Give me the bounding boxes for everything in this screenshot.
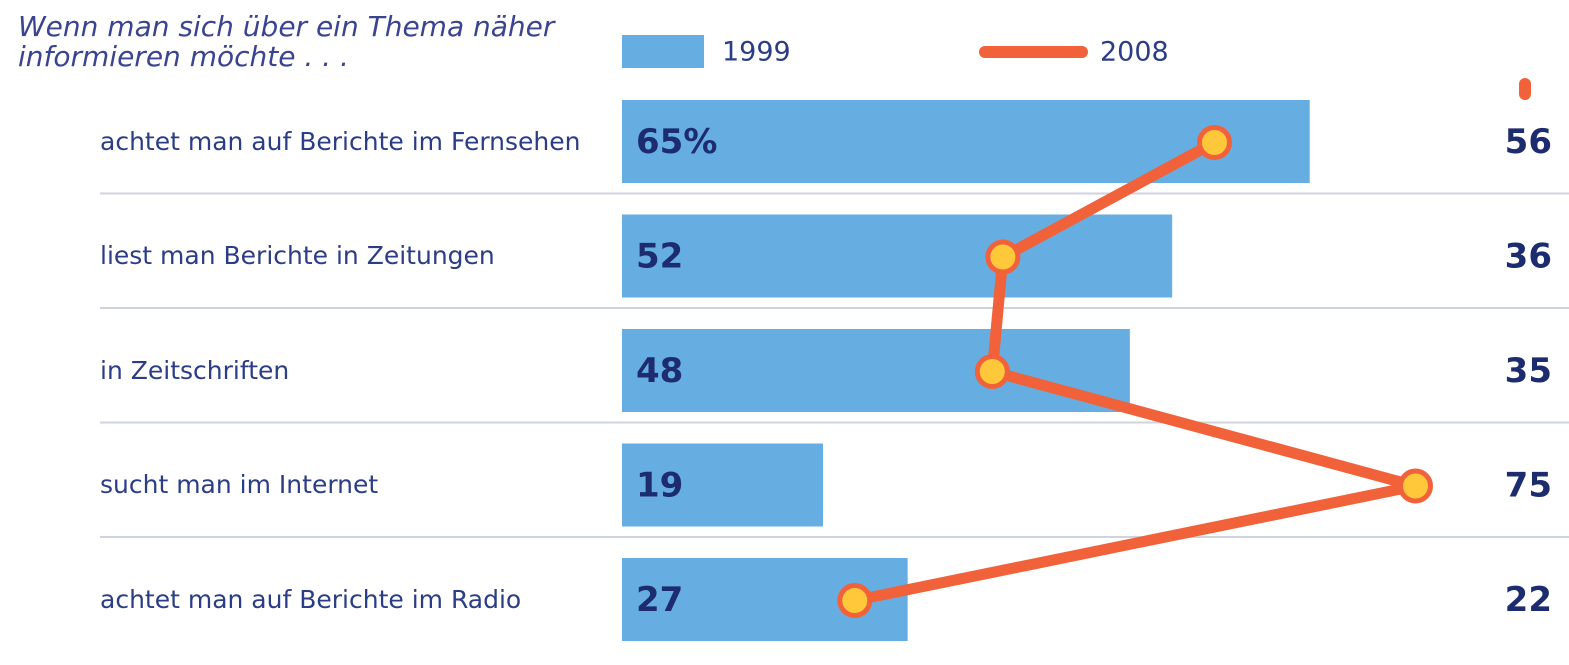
line-marker — [974, 354, 1010, 389]
category-label: in Zeitschriften — [100, 355, 290, 385]
value-label: 56 — [1505, 122, 1552, 162]
chart-title: Wenn man sich über ein Thema näher infor… — [18, 10, 555, 73]
bar — [622, 443, 824, 527]
legend-label: 2008 — [1100, 37, 1169, 68]
value-label: 27 — [636, 580, 683, 620]
value-label: 48 — [636, 351, 683, 391]
line-marker — [1196, 125, 1232, 160]
category-label: sucht man im Internet — [100, 470, 379, 499]
line-marker — [1398, 468, 1433, 504]
value-label: 22 — [1505, 580, 1552, 620]
value-label: 36 — [1505, 237, 1552, 277]
value-label: 75 — [1505, 466, 1552, 506]
bar — [622, 329, 1130, 412]
line-marker — [837, 583, 873, 618]
bar — [622, 100, 1310, 183]
value-label: 35 — [1505, 351, 1552, 391]
category-label: liest man Berichte in Zeitungen — [100, 241, 495, 270]
value-label: 19 — [636, 466, 683, 506]
legend-swatch — [622, 35, 704, 68]
category-label: achtet man auf Berichte im Radio — [100, 584, 522, 614]
category-label: achtet man auf Berichte im Fernsehen — [100, 126, 581, 156]
bar — [622, 214, 1173, 298]
value-label: 52 — [636, 237, 683, 277]
value-label: 65% — [636, 122, 717, 162]
legend-label: 1999 — [722, 37, 791, 68]
decoration — [1519, 78, 1531, 100]
line-marker — [985, 239, 1021, 275]
